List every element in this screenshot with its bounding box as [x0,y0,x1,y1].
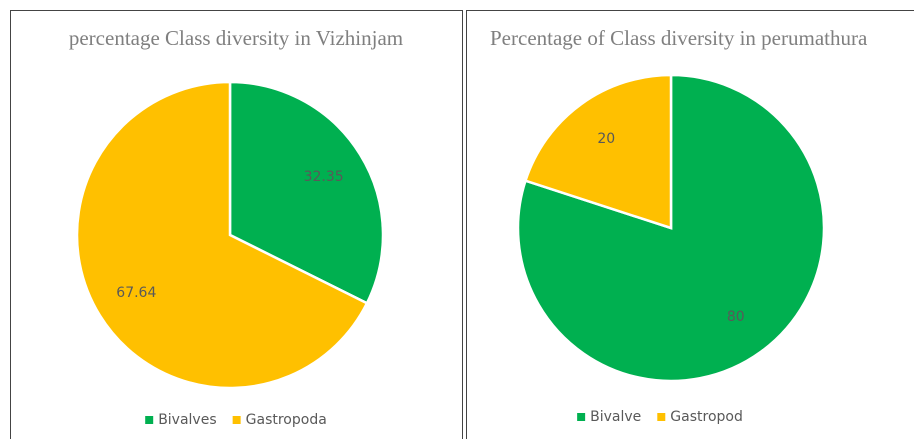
data-label: 80 [727,309,745,325]
data-label: 20 [597,131,615,147]
legend-label: Bivalve [590,409,641,425]
legend-swatch [145,416,154,424]
panel-border [466,10,914,439]
pie-slice [228,80,385,305]
pie-slice [523,73,673,230]
legend: Bivalves Gastropoda [145,412,327,428]
data-label: 32.35 [304,169,344,185]
legend-label: Gastropoda [246,412,327,428]
legend-swatch [657,413,666,421]
legend-label: Bivalves [158,412,216,428]
legend-swatch [577,413,586,421]
chart: Percentage of Class diversity in perumat… [490,26,868,425]
chart: percentage Class diversity in Vizhinjam B… [69,26,403,428]
legend-label: Gastropod [670,409,743,425]
pie-slice [75,80,369,390]
data-label: 67.64 [116,285,156,301]
legend: Bivalve Gastropod [577,409,743,425]
panel-border [10,10,463,439]
chart-title: Percentage of Class diversity in perumat… [490,26,868,50]
chart-title: percentage Class diversity in Vizhinjam [69,26,403,50]
legend-swatch [232,416,241,424]
